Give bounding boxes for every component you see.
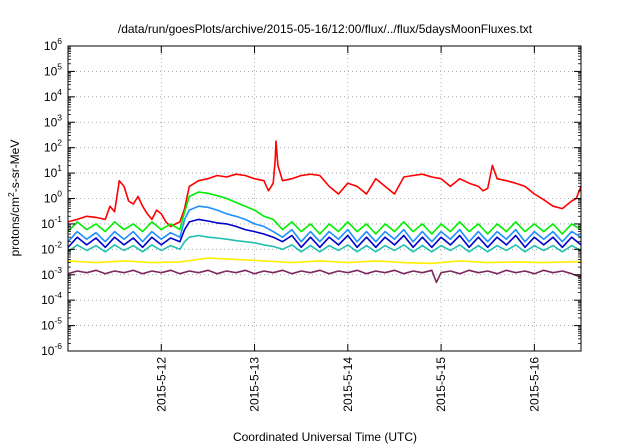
x-tick-labels: 2015-5-12 2015-5-13 2015-5-14 2015-5-15 2015… bbox=[154, 357, 541, 412]
y-tick-base: 10 bbox=[44, 115, 58, 129]
y-tick-base: 10 bbox=[41, 344, 55, 358]
y-tick-label: 104 bbox=[44, 87, 62, 104]
y-tick-base: 10 bbox=[41, 242, 55, 256]
y-tick-base: 10 bbox=[41, 268, 55, 282]
y-tick-exponent: -3 bbox=[54, 265, 62, 275]
x-tick-label: 2015-5-13 bbox=[248, 357, 262, 412]
series-line-4 bbox=[67, 218, 582, 249]
y-tick-exponent: 5 bbox=[57, 61, 62, 71]
series-line-3 bbox=[67, 205, 582, 243]
y-tick-exponent: 4 bbox=[57, 87, 62, 97]
x-tick-label: 2015-5-14 bbox=[341, 357, 355, 412]
y-tick-base: 10 bbox=[44, 166, 58, 180]
x-axis-label: Coordinated Universal Time (UTC) bbox=[233, 430, 417, 444]
y-axis-label-suffix: -s-sr-MeV bbox=[8, 140, 22, 193]
y-tick-exponent: -5 bbox=[54, 316, 62, 326]
series-line-5 bbox=[67, 234, 582, 253]
y-tick-label: 101 bbox=[44, 163, 62, 180]
y-tick-exponent: -4 bbox=[54, 290, 62, 300]
y-tick-exponent: 6 bbox=[57, 36, 62, 46]
y-axis-label: protons/cm2-s-sr-MeV bbox=[6, 140, 22, 257]
y-tick-label: 105 bbox=[44, 61, 62, 78]
y-tick-exponent: 2 bbox=[57, 138, 62, 148]
series-line-2 bbox=[67, 191, 582, 235]
grid-lines bbox=[68, 46, 581, 351]
y-tick-exponent: -1 bbox=[54, 214, 62, 224]
y-tick-labels: 10610510410310210110010-110-210-310-410-… bbox=[41, 36, 62, 358]
chart-title: /data/run/goesPlots/archive/2015-05-16/1… bbox=[118, 22, 533, 36]
y-tick-base: 10 bbox=[41, 319, 55, 333]
y-tick-exponent: -6 bbox=[54, 341, 62, 351]
y-tick-label: 102 bbox=[44, 138, 62, 155]
y-tick-label: 100 bbox=[44, 189, 62, 206]
x-tick-label: 2015-5-16 bbox=[527, 357, 541, 412]
series-line-1 bbox=[67, 140, 582, 228]
y-tick-label: 10-2 bbox=[41, 239, 62, 256]
y-tick-base: 10 bbox=[41, 293, 55, 307]
y-tick-exponent: 3 bbox=[57, 112, 62, 122]
y-tick-label: 10-3 bbox=[41, 265, 62, 282]
y-tick-label: 10-4 bbox=[41, 290, 62, 307]
y-tick-label: 103 bbox=[44, 112, 62, 129]
y-axis-label-prefix: protons/cm bbox=[8, 197, 22, 256]
y-axis-label-sup: 2 bbox=[6, 192, 16, 197]
y-tick-base: 10 bbox=[44, 39, 58, 53]
series-line-6 bbox=[67, 257, 582, 265]
x-tick-label: 2015-5-12 bbox=[154, 357, 168, 412]
x-tick-label: 2015-5-15 bbox=[434, 357, 448, 412]
plot-series bbox=[67, 140, 582, 284]
y-tick-base: 10 bbox=[44, 141, 58, 155]
y-tick-exponent: 0 bbox=[57, 189, 62, 199]
series-line-7 bbox=[67, 269, 582, 284]
y-tick-label: 10-1 bbox=[41, 214, 62, 231]
y-tick-base: 10 bbox=[44, 192, 58, 206]
y-tick-base: 10 bbox=[44, 90, 58, 104]
y-tick-exponent: -2 bbox=[54, 239, 62, 249]
y-tick-base: 10 bbox=[41, 217, 55, 231]
axis-ticks bbox=[68, 45, 581, 352]
y-tick-label: 10-5 bbox=[41, 316, 62, 333]
y-tick-label: 106 bbox=[44, 36, 62, 53]
y-tick-base: 10 bbox=[44, 64, 58, 78]
y-tick-exponent: 1 bbox=[57, 163, 62, 173]
y-tick-label: 10-6 bbox=[41, 341, 62, 358]
